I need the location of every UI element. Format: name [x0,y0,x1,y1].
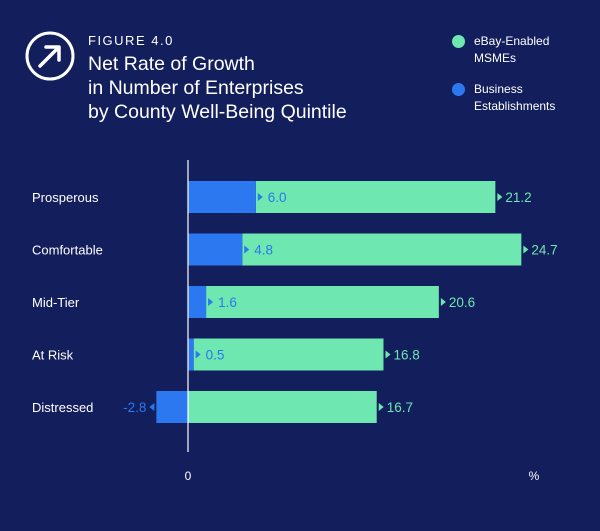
bar-ebay-msmes [188,391,377,423]
value-label-business-establishments: -2.8 [123,400,146,415]
category-label: Comfortable [32,243,103,258]
legend-swatch-establishments [452,83,465,96]
title-line: Net Rate of Growth [88,53,255,75]
category-label: At Risk [32,348,74,363]
value-label-ebay-msmes: 24.7 [531,243,557,258]
legend-item-establishments: Business Establishments [452,81,600,115]
growth-arrow-icon [25,31,75,81]
bar-ebay-msmes [255,181,496,213]
title-line: in Number of Enterprises [88,77,304,99]
value-label-business-establishments: 0.5 [206,348,225,363]
legend-label: eBay-Enabled [474,34,550,48]
x-unit-label: % [529,469,540,483]
bar-business-establishments [188,181,256,213]
value-marker [208,298,214,306]
x-tick-label: 0 [185,469,192,483]
value-marker [497,193,503,201]
category-label: Prosperous [32,190,99,205]
legend: eBay-Enabled MSMEs Business Establishmen… [452,33,600,129]
legend-label: Establishments [474,99,556,113]
value-marker [523,245,529,254]
category-label: Mid-Tier [32,295,80,310]
bar-ebay-msmes [242,233,522,266]
value-marker [440,298,446,306]
value-label-business-establishments: 1.6 [218,295,237,310]
value-marker [244,245,250,254]
value-label-business-establishments: 6.0 [268,190,287,205]
legend-item-msmes: eBay-Enabled MSMEs [452,33,600,67]
legend-label: Business [474,82,523,96]
value-label-ebay-msmes: 21.2 [505,190,531,205]
value-marker [149,403,155,411]
bar-business-establishments [156,391,188,423]
value-label-ebay-msmes: 20.6 [449,295,475,310]
bar-business-establishments [188,286,207,318]
legend-label: MSMEs [474,51,516,65]
bar-business-establishments [188,338,194,371]
value-label-ebay-msmes: 16.8 [393,348,419,363]
bar-business-establishments [188,233,243,266]
figure-label: FIGURE 4.0 [88,33,174,48]
chart-title: Net Rate of Growth in Number of Enterpri… [88,52,388,124]
value-label-ebay-msmes: 16.7 [387,400,413,415]
bar-ebay-msmes [193,338,384,371]
value-marker [385,350,391,359]
value-marker [195,350,201,359]
title-line: by County Well-Being Quintile [88,101,347,123]
bar-ebay-msmes [206,286,439,318]
category-label: Distressed [32,400,93,415]
value-label-business-establishments: 4.8 [254,243,273,258]
value-marker [378,403,384,411]
value-marker [257,193,263,201]
legend-swatch-msmes [452,35,465,48]
